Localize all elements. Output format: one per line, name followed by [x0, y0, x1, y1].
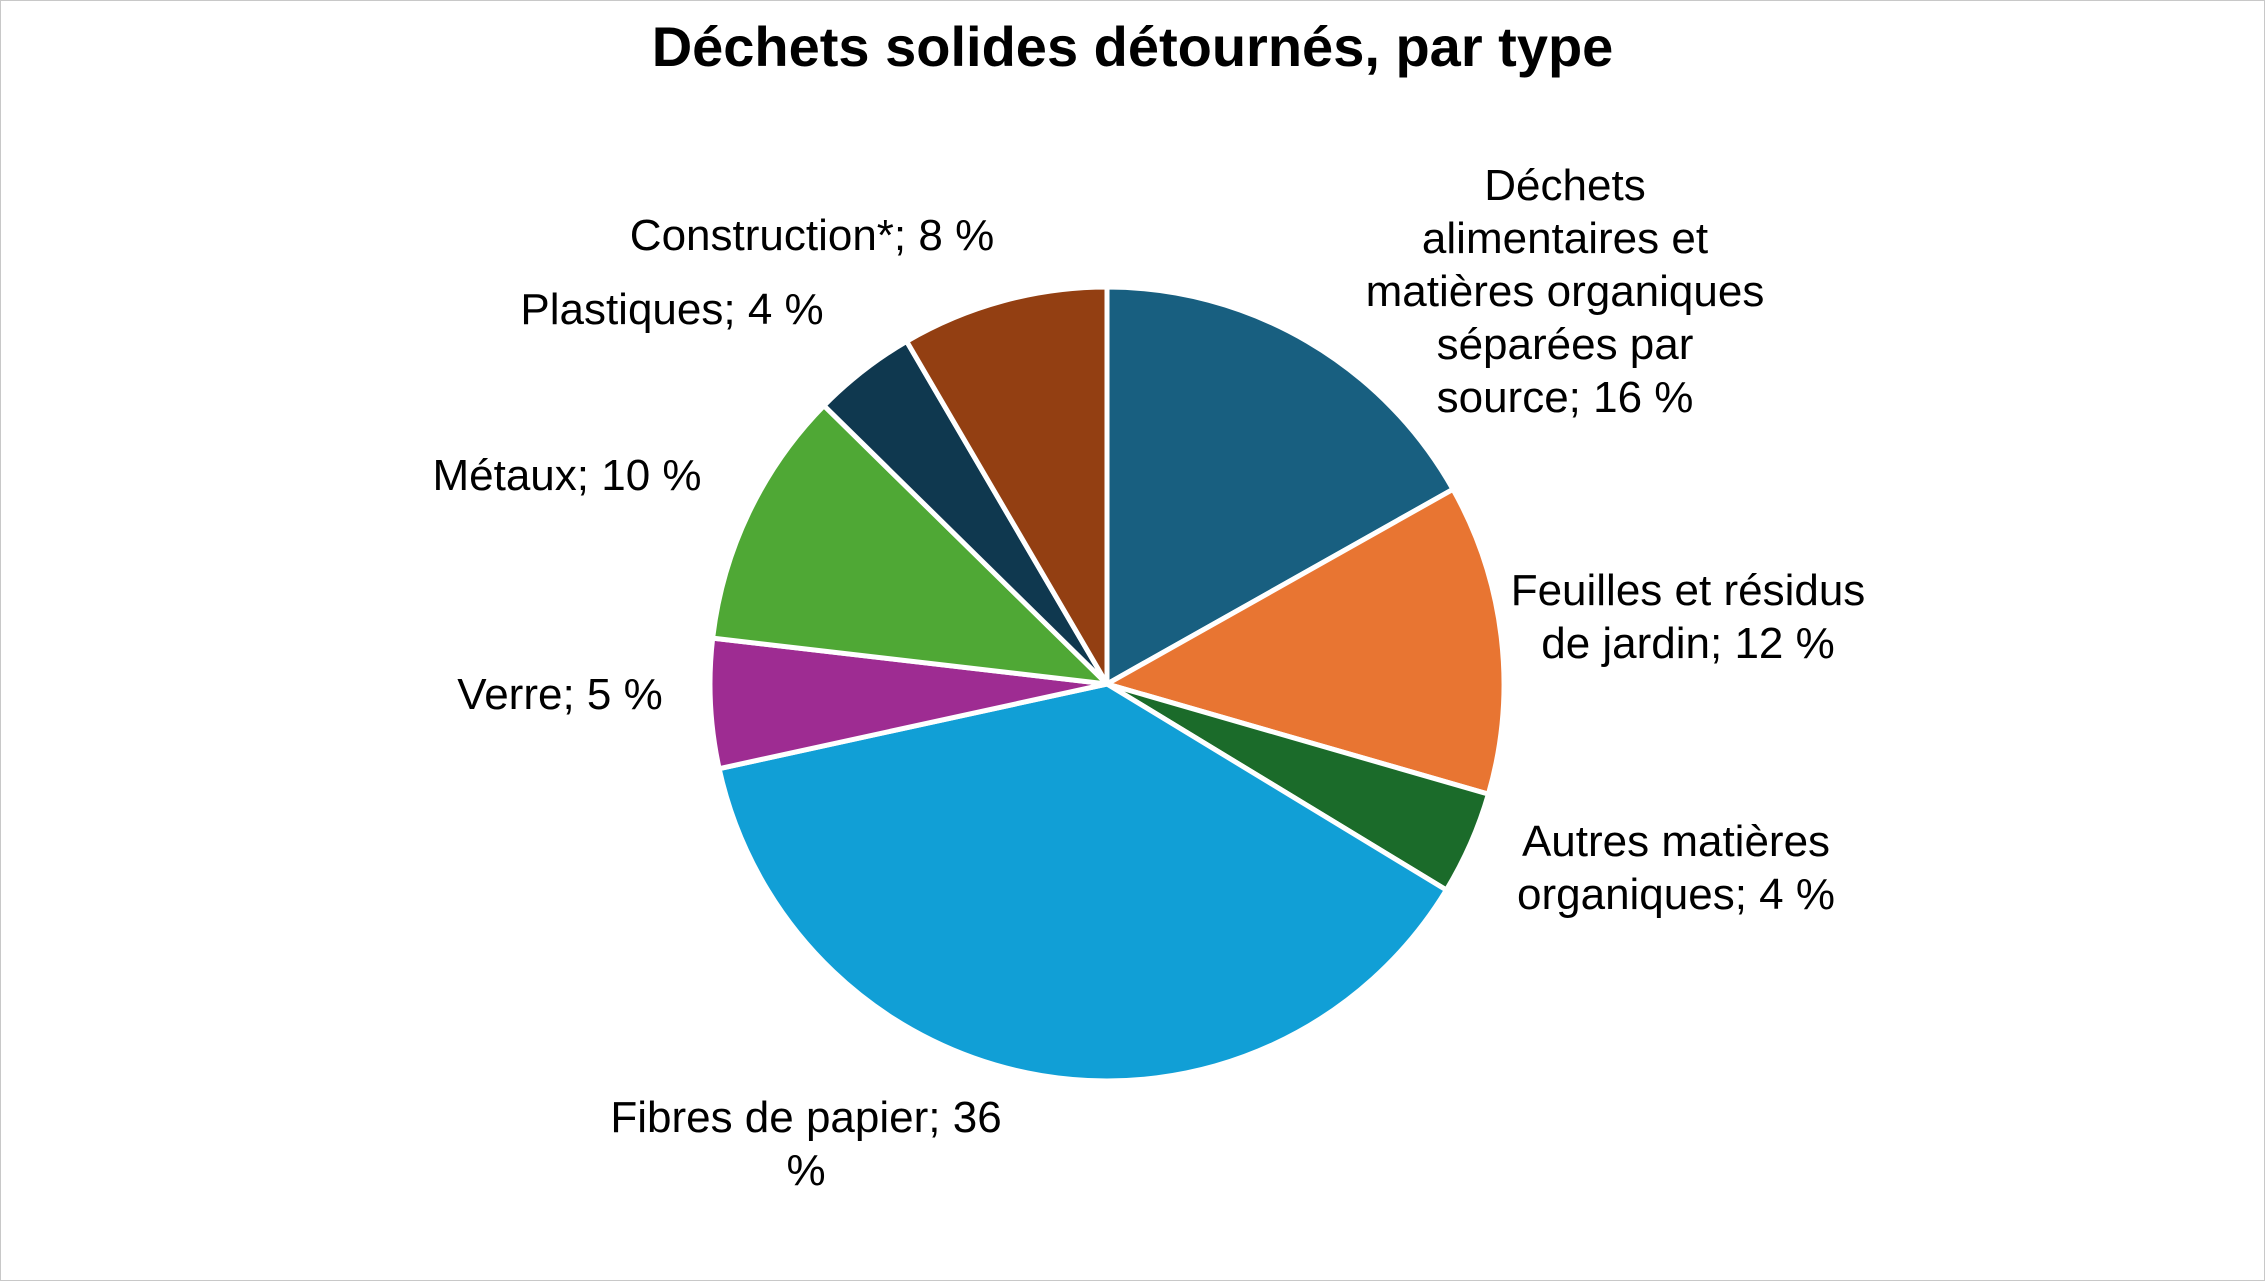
pie-slice: [710, 403, 1110, 687]
slice-label: Déchets alimentaires et matières organique…: [1366, 161, 1765, 422]
slice-label-line: Métaux; 10 %: [432, 451, 701, 500]
slice-label-line: Fibres de papier; 36: [610, 1093, 1001, 1142]
slice-label-line: Feuilles et résidus: [1511, 566, 1866, 615]
slice-label-line: Construction*; 8 %: [630, 211, 994, 260]
slice-label: Autres matières organiques; 4 %: [1517, 817, 1835, 919]
slice-label-line: organiques; 4 %: [1517, 870, 1835, 919]
pie-slice: [904, 284, 1110, 687]
pie-slice: [1104, 486, 1507, 797]
chart-title: Déchets solides détournés, par type: [651, 15, 1614, 78]
slice-label: Feuilles et résidus de jardin; 12 %: [1511, 566, 1866, 668]
slice-label-line: Déchets: [1484, 161, 1645, 210]
slice-label: Métaux; 10 %: [432, 451, 701, 500]
slice-label-line: Verre; 5 %: [457, 670, 662, 719]
slice-label-line: de jardin; 12 %: [1541, 619, 1835, 668]
slice-label-line: source; 16 %: [1437, 373, 1694, 422]
pie-labels: Déchets alimentaires et matières organique…: [432, 161, 1865, 1195]
slice-label: Fibres de papier; 36%: [610, 1093, 1001, 1195]
pie-slice: [1104, 284, 1456, 687]
slice-label: Plastiques; 4 %: [520, 285, 823, 334]
slice-label-line: Plastiques; 4 %: [520, 285, 823, 334]
pie-slices: [707, 284, 1507, 1084]
slice-label-line: alimentaires et: [1422, 214, 1708, 263]
slice-label-line: Autres matières: [1522, 817, 1830, 866]
slice-label-line: matières organiques: [1366, 267, 1765, 316]
slice-label-line: séparées par: [1437, 320, 1694, 369]
slice-label-line: %: [786, 1146, 825, 1195]
slice-label: Verre; 5 %: [457, 670, 662, 719]
pie-slice: [716, 681, 1449, 1084]
slice-label: Construction*; 8 %: [630, 211, 994, 260]
